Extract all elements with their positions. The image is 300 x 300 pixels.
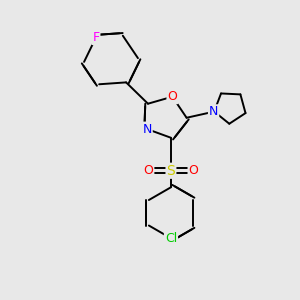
Text: S: S [167,164,175,178]
Text: O: O [167,90,177,103]
Text: F: F [92,31,100,44]
Text: O: O [143,164,153,177]
Text: O: O [188,164,198,177]
Text: N: N [142,123,152,136]
Text: Cl: Cl [165,232,177,245]
Text: N: N [209,105,218,118]
